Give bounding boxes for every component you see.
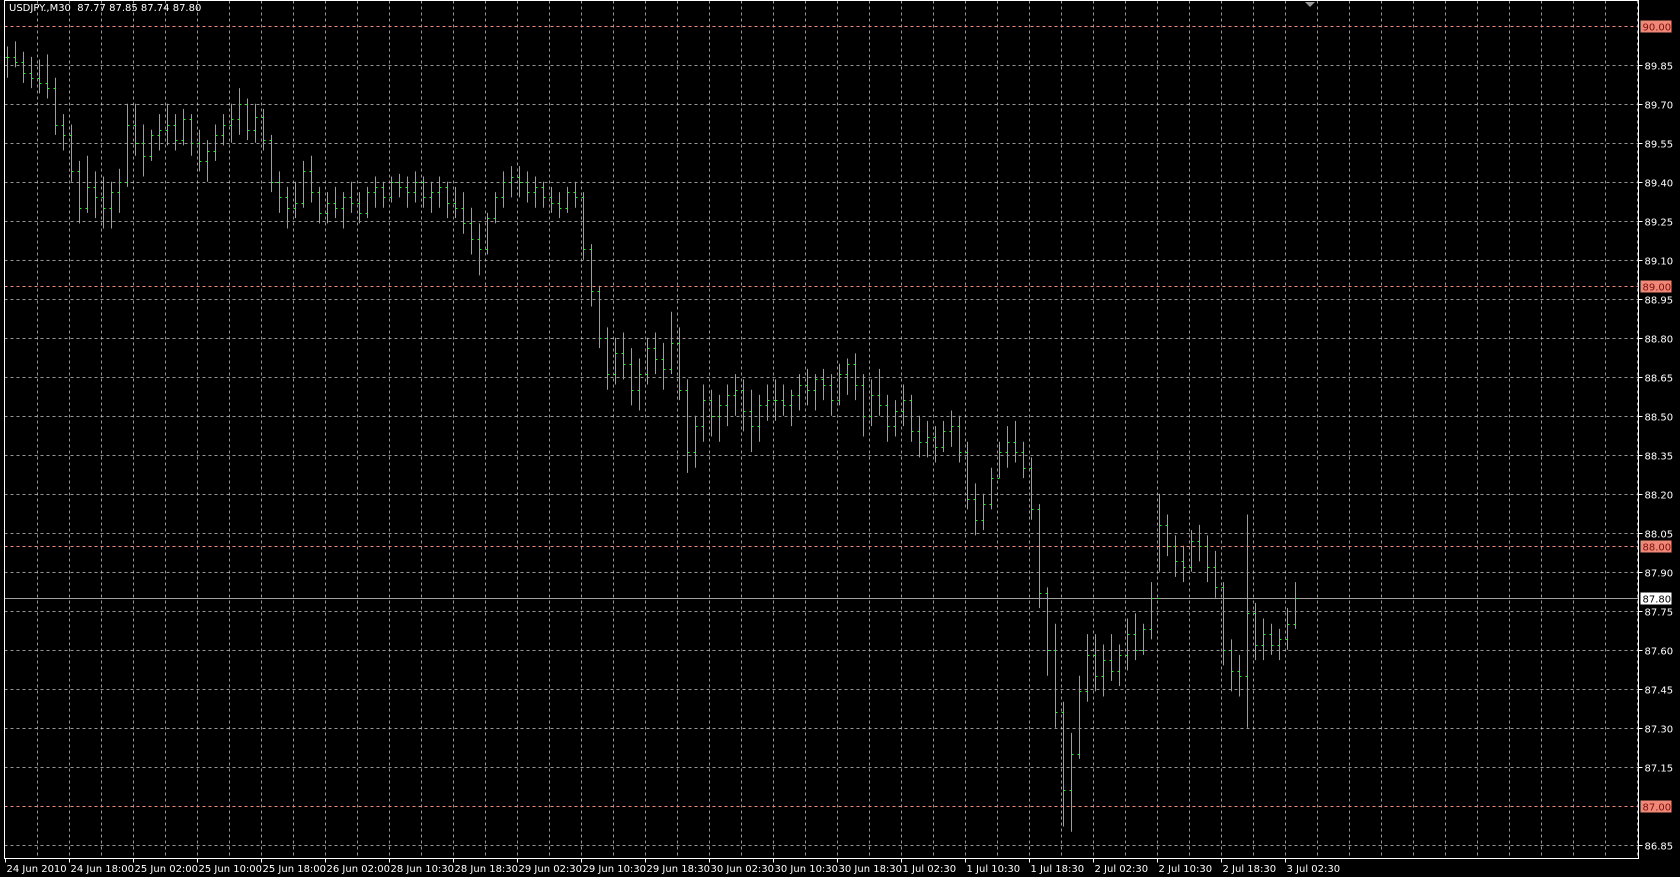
- time-tick-label: 25 Jun 02:00: [135, 864, 199, 875]
- price-tick-label: 88.20: [1645, 491, 1674, 502]
- price-tick-label: 89.85: [1645, 62, 1674, 73]
- time-tick-label: 1 Jul 18:30: [1031, 864, 1085, 875]
- round-level-badge: [1640, 800, 1672, 813]
- current-price-label: 87.80: [1643, 595, 1672, 606]
- price-tick-label: 87.30: [1645, 725, 1674, 736]
- time-tick-label: 1 Jul 02:30: [903, 864, 957, 875]
- price-tick-label: 87.60: [1645, 647, 1674, 658]
- price-axis[interactable]: 86.85 87.15 87.30 87.45 87.60 87.75 87.90 88.05…: [1638, 20, 1674, 853]
- round-level-label: 90.00: [1643, 23, 1672, 34]
- time-tick-label: 30 Jun 02:30: [711, 864, 775, 875]
- symbol-label: USDJPY.,M30: [9, 3, 71, 14]
- round-level-badge: [1640, 280, 1672, 293]
- current-price-badge: [1640, 592, 1672, 605]
- time-tick-label: 2 Jul 10:30: [1159, 864, 1213, 875]
- time-tick-label: 30 Jun 18:30: [839, 864, 903, 875]
- round-levels: [4, 26, 1639, 807]
- price-tick-label: 88.50: [1645, 413, 1674, 424]
- price-tick-label: 89.25: [1645, 218, 1674, 229]
- round-level-badge: [1640, 20, 1672, 33]
- time-tick-label: 30 Jun 10:30: [775, 864, 839, 875]
- price-bars: [5, 41, 1298, 832]
- time-tick-label: 26 Jun 02:00: [327, 864, 391, 875]
- round-level-badge: [1640, 540, 1672, 553]
- plot-frame: [4, 0, 1639, 859]
- price-tick-label: 89.10: [1645, 257, 1674, 268]
- price-tick-label: 87.75: [1645, 608, 1674, 619]
- ohlc-readout: 87.77 87.85 87.74 87.80: [77, 3, 202, 14]
- time-tick-label: 29 Jun 02:30: [519, 864, 583, 875]
- time-tick-label: 28 Jun 18:30: [455, 864, 519, 875]
- time-tick-label: 25 Jun 18:00: [263, 864, 327, 875]
- price-tick-label: 87.15: [1645, 764, 1674, 775]
- price-tick-label: 88.80: [1645, 335, 1674, 346]
- time-tick-label: 29 Jun 10:30: [583, 864, 647, 875]
- chart-shift-marker-icon[interactable]: [1305, 2, 1315, 7]
- time-tick-label: 2 Jul 18:30: [1223, 864, 1277, 875]
- price-tick-label: 88.65: [1645, 374, 1674, 385]
- price-tick-label: 89.55: [1645, 140, 1674, 151]
- time-axis[interactable]: 24 Jun 2010 24 Jun 18:00 25 Jun 02:00 25 Ju…: [5, 858, 1341, 876]
- price-tick-label: 88.35: [1645, 452, 1674, 463]
- price-tick-label: 87.45: [1645, 686, 1674, 697]
- round-level-label: 87.00: [1643, 803, 1672, 814]
- time-tick-label: 2 Jul 02:30: [1095, 864, 1149, 875]
- time-tick-label: 29 Jun 18:30: [647, 864, 711, 875]
- price-tick-label: 89.40: [1645, 179, 1674, 190]
- price-tick-label: 88.95: [1645, 296, 1674, 307]
- round-level-label: 88.00: [1643, 543, 1672, 554]
- grid: [4, 0, 1639, 859]
- time-tick-label: 24 Jun 2010: [7, 864, 67, 875]
- time-tick-label: 25 Jun 10:00: [199, 864, 263, 875]
- time-tick-label: 28 Jun 10:30: [391, 864, 455, 875]
- time-tick-label: 1 Jul 10:30: [967, 864, 1021, 875]
- round-level-label: 89.00: [1643, 283, 1672, 294]
- price-tick-label: 88.05: [1645, 530, 1674, 541]
- time-tick-label: 24 Jun 18:00: [71, 864, 135, 875]
- price-tick-label: 87.90: [1645, 569, 1674, 580]
- price-tick-label: 89.70: [1645, 101, 1674, 112]
- chart-title: USDJPY.,M30 87.77 87.85 87.74 87.80: [9, 3, 201, 14]
- time-tick-label: 3 Jul 02:30: [1287, 864, 1341, 875]
- price-tick-label: 86.85: [1645, 842, 1674, 853]
